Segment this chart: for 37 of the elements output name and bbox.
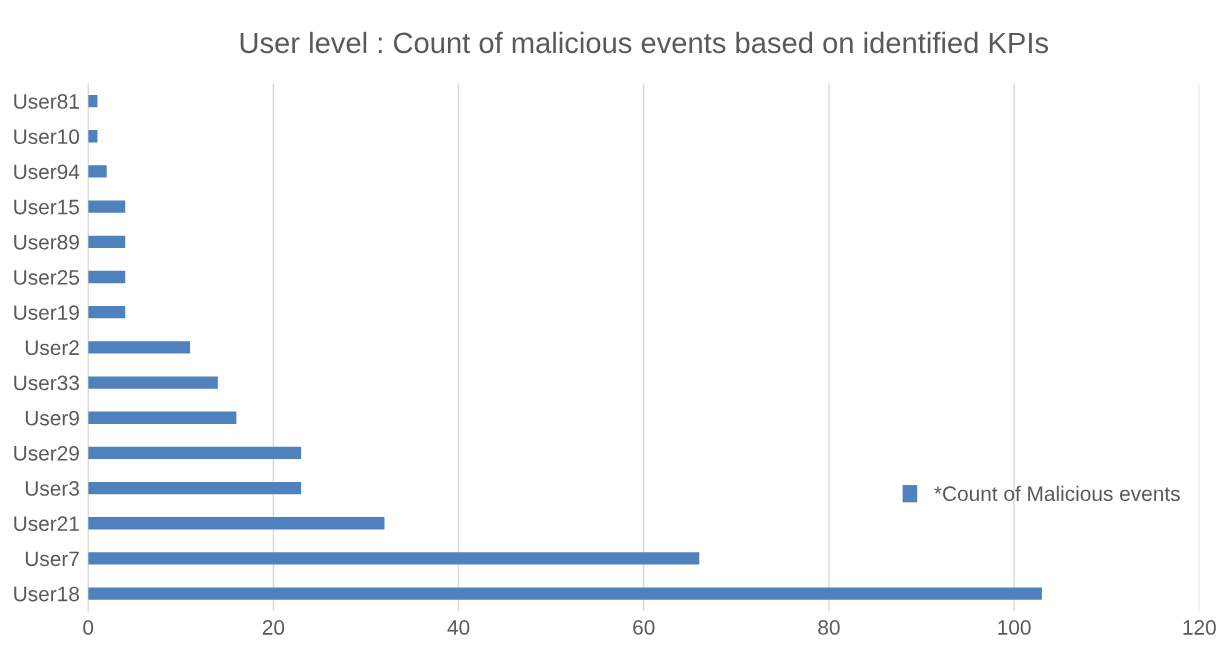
bar xyxy=(88,376,218,389)
y-tick-label: User9 xyxy=(25,410,79,426)
x-tick-label: 0 xyxy=(83,620,94,635)
bar xyxy=(88,481,302,495)
bar xyxy=(88,200,126,213)
y-tick-label: User33 xyxy=(14,375,79,391)
legend-label: *Count of Malicious events xyxy=(934,485,1180,502)
x-tick-label: 100 xyxy=(998,620,1031,635)
x-tick-label: 80 xyxy=(818,620,840,635)
y-tick-label: User21 xyxy=(14,516,79,532)
bar xyxy=(88,306,126,319)
y-tick-label: User2 xyxy=(25,340,79,356)
y-tick-label: User25 xyxy=(14,270,79,285)
y-tick-label: User19 xyxy=(14,305,79,320)
y-tick-label: User81 xyxy=(14,94,79,109)
bar xyxy=(88,552,700,565)
y-tick-label: User7 xyxy=(25,551,79,567)
y-tick-label: User10 xyxy=(14,129,80,145)
y-tick-label: User94 xyxy=(14,164,80,180)
y-tick-label: User29 xyxy=(14,445,79,461)
bar xyxy=(88,446,302,460)
y-tick-label: User89 xyxy=(14,234,79,250)
x-tick-label: 20 xyxy=(262,620,285,635)
y-tick-label: User3 xyxy=(25,481,79,496)
bar xyxy=(88,341,191,354)
x-tick-label: 60 xyxy=(633,620,655,635)
bar xyxy=(88,411,237,424)
x-tick-label: 40 xyxy=(447,620,470,635)
x-tick-label: 120 xyxy=(1183,620,1216,635)
bar xyxy=(88,270,126,284)
chart-title: User level : Count of malicious events based on identified KPIs xyxy=(240,31,1049,54)
y-tick-label: User18 xyxy=(14,586,79,602)
bar xyxy=(88,587,1042,600)
y-tick-label: User15 xyxy=(14,199,79,215)
bar xyxy=(88,517,385,530)
bar xyxy=(88,165,107,178)
bar xyxy=(88,235,126,248)
